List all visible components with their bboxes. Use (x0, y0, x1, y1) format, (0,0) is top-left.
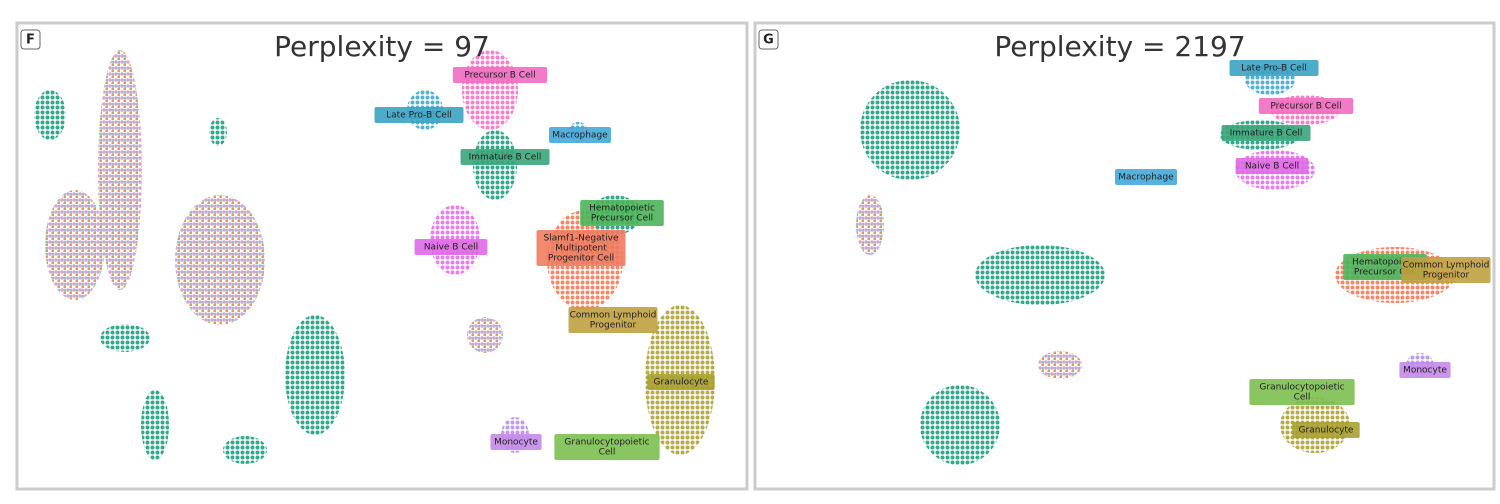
cluster-label-box (452, 67, 548, 83)
cluster-label: Immature B Cell (1230, 129, 1303, 139)
cluster-label: Hematopoietic (589, 204, 655, 214)
cluster-label: Naive B Cell (424, 243, 478, 253)
panel-letter: G (763, 33, 774, 48)
panel-title: Perplexity = 97 (274, 30, 490, 63)
panel-letter-box (20, 29, 41, 50)
panel-letter: F (26, 33, 35, 48)
cluster-label: Precursor B Cell (1270, 102, 1341, 112)
cluster-label: Slamf1-Negative (543, 234, 618, 244)
cluster-label: Macrophage (552, 131, 608, 141)
cluster-label: Cell (599, 448, 616, 458)
cluster-label-box (1221, 125, 1311, 141)
cell-clusters (34, 50, 1455, 465)
cell-cluster (920, 385, 1000, 465)
cell-cluster (34, 90, 66, 140)
cell-cluster (98, 50, 142, 290)
panel-title: Perplexity = 2197 (994, 30, 1245, 63)
cluster-label-box (414, 239, 488, 255)
cluster-label: Progenitor (590, 321, 637, 331)
cluster-label: Monocyte (1403, 366, 1447, 376)
cell-cluster (975, 245, 1105, 305)
cluster-label-box (580, 200, 664, 226)
cell-cluster (1038, 351, 1082, 379)
cluster-label: Precursor Cell (591, 214, 653, 224)
cluster-label: Progenitor Cell (548, 254, 614, 264)
cluster-label-box (460, 149, 550, 165)
cell-cluster (467, 317, 503, 353)
cell-cluster (45, 190, 105, 300)
cluster-label: Granulocytopoietic (564, 438, 649, 448)
panel-letter-box (758, 29, 779, 50)
cluster-label-box (554, 434, 660, 460)
cluster-label-box (1401, 257, 1491, 283)
cluster-label: Multipotent (555, 244, 607, 254)
cluster-label-box (1399, 362, 1451, 378)
panel-frame (753, 21, 1496, 491)
cluster-label-box (1249, 379, 1355, 405)
cluster-label-box (1258, 98, 1354, 114)
cluster-label: Common Lymphoid (1403, 261, 1490, 271)
cluster-label: Granulocyte (654, 378, 709, 388)
cluster-label: Immature B Cell (469, 153, 542, 163)
cluster-label-box (536, 230, 626, 266)
cluster-label-box (549, 127, 611, 143)
cluster-label: Common Lymphoid (570, 311, 657, 321)
cluster-label: Granulocyte (1299, 426, 1354, 436)
cluster-label-box (1292, 422, 1360, 438)
cluster-label: Macrophage (1118, 173, 1174, 183)
cell-cluster (860, 80, 960, 180)
cluster-label: Precursor B Cell (464, 71, 535, 81)
cluster-label-box (1229, 60, 1319, 76)
cell-cluster (209, 118, 227, 146)
cluster-label: Precursor Cell (1354, 268, 1416, 278)
cluster-label: Granulocytopoietic (1259, 383, 1344, 393)
cluster-label: Late Pro-B Cell (386, 111, 452, 121)
cluster-label-box (490, 434, 542, 450)
cluster-label: Naive B Cell (1245, 162, 1299, 172)
cluster-label: Monocyte (494, 438, 538, 448)
cell-cluster (175, 195, 265, 325)
cluster-label-box (647, 374, 715, 390)
cell-cluster (141, 390, 169, 460)
cluster-label: Late Pro-B Cell (1241, 64, 1307, 74)
cell-cluster (856, 195, 884, 255)
cluster-label: Progenitor (1423, 271, 1470, 281)
cluster-label: Cell (1294, 393, 1311, 403)
cluster-label: Hematopoietic (1352, 258, 1418, 268)
cell-cluster (223, 436, 267, 464)
cluster-label-box (1235, 158, 1309, 174)
panel-frame (15, 21, 749, 491)
cell-cluster (100, 324, 150, 352)
cell-cluster (285, 315, 345, 435)
annotations: F Perplexity = 97 Precursor B Cell Late Pro… (20, 29, 1491, 460)
cluster-label-box (568, 307, 658, 333)
cluster-label-box (1115, 169, 1177, 185)
cluster-label-box (374, 107, 464, 123)
